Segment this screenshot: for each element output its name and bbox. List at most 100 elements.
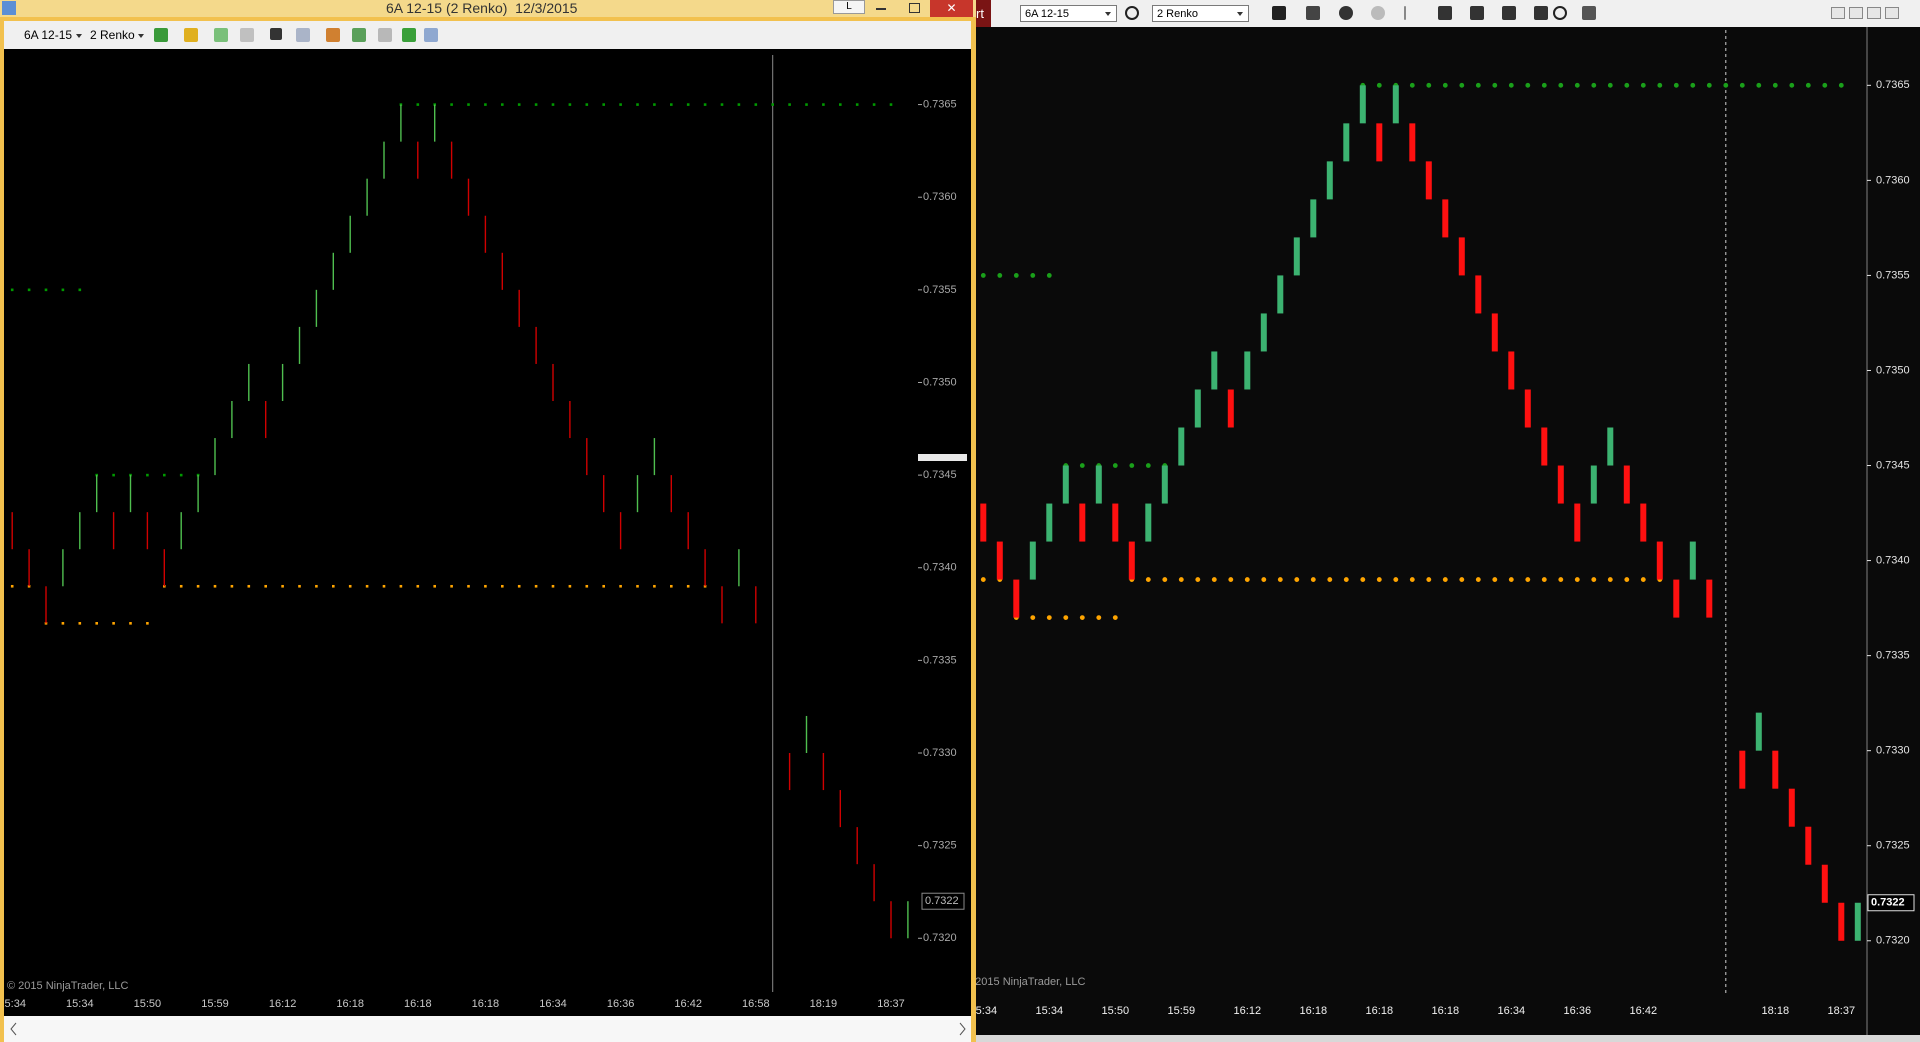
toolbar-icon[interactable] xyxy=(352,28,366,42)
dropdown-arrow[interactable] xyxy=(76,34,82,38)
instrument-selector[interactable]: 6A 12-15 xyxy=(24,28,73,42)
toolbar-icon[interactable] xyxy=(402,28,416,42)
right-scrollbar[interactable] xyxy=(976,1035,1920,1042)
swing-dot xyxy=(44,288,48,292)
toolbar-icon[interactable] xyxy=(184,28,198,42)
dropdown-arrow[interactable] xyxy=(1237,12,1243,16)
y-tick-label: 0.7350 xyxy=(923,376,957,388)
toolbar-icon[interactable] xyxy=(1470,6,1484,20)
swing-dot xyxy=(534,103,538,106)
toolbar-icon[interactable] xyxy=(296,28,310,42)
swing-dot xyxy=(619,103,622,106)
scroll-arrows[interactable] xyxy=(10,1022,966,1036)
window-button[interactable] xyxy=(1849,7,1863,19)
swing-dot xyxy=(1525,577,1531,582)
y-tick-label: 0.7330 xyxy=(1876,745,1910,757)
price-scroll-handle[interactable] xyxy=(918,454,967,461)
x-tick-label: 15:59 xyxy=(1168,1005,1196,1017)
renko-brick xyxy=(1557,465,1564,504)
swing-dot xyxy=(1558,577,1564,582)
toolbar-icon[interactable] xyxy=(378,28,392,42)
swing-dot xyxy=(1508,577,1514,582)
renko-brick xyxy=(1112,503,1119,542)
app-icon[interactable] xyxy=(2,1,16,15)
y-tick-label: 0.7365 xyxy=(923,98,957,110)
window-button[interactable] xyxy=(1885,7,1899,19)
swing-dot xyxy=(771,103,774,106)
toolbar-icon[interactable] xyxy=(1371,6,1385,20)
window-button[interactable]: L xyxy=(833,0,865,14)
minimize-button[interactable] xyxy=(876,8,886,10)
swing-dot xyxy=(230,584,234,588)
swing-dot xyxy=(146,622,149,625)
maximize-button[interactable] xyxy=(909,3,920,13)
swing-dot xyxy=(805,103,808,106)
left-scrollbar[interactable] xyxy=(4,1016,971,1042)
instrument-select[interactable]: 6A 12-15 xyxy=(1020,5,1117,22)
x-tick-label: 16:18 xyxy=(1432,1005,1460,1017)
close-button[interactable]: ✕ xyxy=(930,0,973,17)
toolbar-icon[interactable] xyxy=(1404,6,1406,20)
toolbar-icon[interactable] xyxy=(214,28,228,42)
renko-brick xyxy=(1227,389,1234,428)
swing-dot xyxy=(670,103,673,106)
swing-dot xyxy=(179,473,183,477)
swing-dot xyxy=(399,103,403,106)
toolbar-icon[interactable] xyxy=(1339,6,1353,20)
swing-dot xyxy=(568,103,572,106)
swing-dot xyxy=(1294,577,1300,582)
toolbar-icon[interactable] xyxy=(270,28,282,40)
toolbar-icon[interactable] xyxy=(1582,6,1596,20)
x-tick-label: 18:37 xyxy=(1828,1005,1856,1017)
swing-dot xyxy=(1525,82,1531,88)
swing-dot xyxy=(1376,577,1382,582)
toolbar-icon[interactable] xyxy=(154,28,168,42)
x-tick-label: 16:18 xyxy=(1366,1005,1394,1017)
swing-dot xyxy=(1277,577,1283,582)
toolbar-icon[interactable] xyxy=(1306,6,1320,20)
swing-dot xyxy=(315,584,318,588)
window-button[interactable] xyxy=(1867,7,1881,19)
toolbar-icon[interactable] xyxy=(326,28,340,42)
swing-dot xyxy=(720,103,724,106)
toolbar-icon[interactable] xyxy=(1438,6,1452,20)
toolbar-icon[interactable] xyxy=(1272,6,1286,20)
swing-dot xyxy=(1013,273,1019,278)
swing-dot xyxy=(1409,577,1415,582)
swing-dot xyxy=(1723,82,1729,88)
toolbar-icon[interactable] xyxy=(1502,6,1516,20)
toolbar-icon[interactable] xyxy=(240,28,254,42)
swing-dot xyxy=(980,577,986,582)
toolbar-icon[interactable] xyxy=(1534,6,1548,20)
window-button[interactable] xyxy=(1831,7,1845,19)
swing-dot xyxy=(416,584,420,588)
swing-dot xyxy=(1145,577,1151,582)
x-tick-label: 15:34 xyxy=(970,1005,998,1017)
y-tick-label: 0.7350 xyxy=(1876,364,1910,376)
renko-brick xyxy=(1772,750,1779,789)
toolbar-icon[interactable] xyxy=(1553,6,1567,20)
dropdown-arrow[interactable] xyxy=(138,34,144,38)
swing-dot xyxy=(399,584,403,588)
renko-brick xyxy=(1524,389,1531,428)
swing-dot xyxy=(450,103,453,106)
search-icon[interactable] xyxy=(1125,6,1139,20)
swing-dot xyxy=(1541,577,1547,582)
swing-dot xyxy=(686,103,690,106)
bar-type-select[interactable]: 2 Renko xyxy=(1152,5,1249,22)
swing-dot xyxy=(1475,577,1481,582)
swing-dot xyxy=(1508,82,1514,88)
left-title-bar: 6A 12-15 (2 Renko) 12/3/2015 L ✕ xyxy=(0,0,976,17)
swing-dot xyxy=(501,584,504,588)
swing-dot xyxy=(1574,577,1580,582)
dropdown-arrow[interactable] xyxy=(1105,12,1111,16)
last-price-label: 0.7322 xyxy=(925,895,959,907)
renko-brick xyxy=(1244,351,1251,390)
renko-brick xyxy=(1425,161,1432,200)
bar-type-selector[interactable]: 2 Renko xyxy=(90,28,135,42)
renko-brick xyxy=(1475,275,1482,314)
toolbar-icon[interactable] xyxy=(424,28,438,42)
x-tick-label: 18:37 xyxy=(877,998,905,1010)
swing-dot xyxy=(1492,82,1498,88)
renko-brick xyxy=(1178,427,1185,466)
